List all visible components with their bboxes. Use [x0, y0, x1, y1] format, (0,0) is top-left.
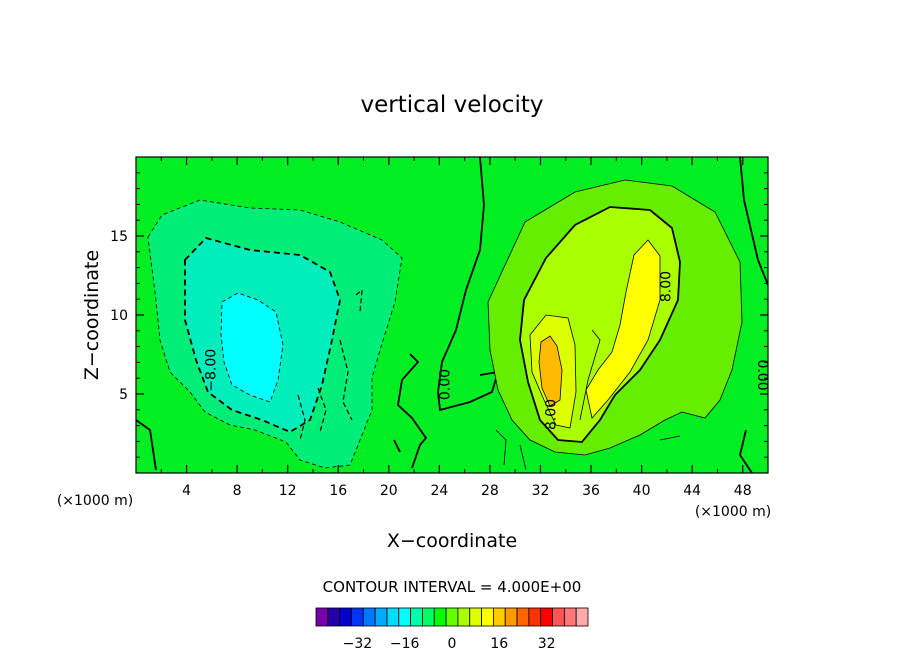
x-tick-label: 40 — [633, 483, 651, 499]
colorbar-swatch — [315, 607, 329, 627]
contour-label: 0.00 — [754, 359, 770, 390]
x-tick-label: 20 — [380, 483, 398, 499]
x-unit-left: (×1000 m) — [57, 493, 133, 509]
y-axis-label: Z−coordinate — [81, 250, 103, 380]
plot-area — [136, 157, 768, 473]
colorbar — [315, 607, 589, 627]
x-tick-label: 16 — [329, 483, 347, 499]
x-tick-label: 48 — [734, 483, 752, 499]
colorbar-swatch — [351, 607, 364, 627]
y-tick-label: 10 — [110, 308, 128, 324]
x-axis-label: X−coordinate — [387, 530, 517, 552]
x-tick-label: 36 — [582, 483, 600, 499]
colorbar-swatch — [552, 607, 565, 627]
x-unit-right: (×1000 m) — [695, 504, 771, 520]
colorbar-swatch — [422, 607, 435, 627]
colorbar-swatch — [504, 607, 518, 627]
x-tick-label: 4 — [182, 483, 191, 499]
x-tick-label: 12 — [279, 483, 297, 499]
updraft-peak-region — [538, 335, 563, 407]
colorbar-swatch — [563, 607, 577, 627]
colorbar-swatch — [540, 607, 553, 627]
contour-label: 8.00 — [544, 399, 560, 430]
x-tick-label: 24 — [430, 483, 448, 499]
x-tick-label: 44 — [683, 483, 701, 499]
x-tick-label: 8 — [233, 483, 242, 499]
colorbar-tick-label: −16 — [390, 636, 420, 652]
colorbar-swatch — [481, 607, 494, 627]
zero-contour — [136, 157, 768, 473]
contour-interval-label: CONTOUR INTERVAL = 4.000E+00 — [323, 578, 582, 596]
colorbar-swatch — [362, 607, 376, 627]
colorbar-swatch — [433, 607, 447, 627]
y-tick-label: 15 — [110, 229, 128, 245]
colorbar-swatch — [469, 607, 482, 627]
y-axis: 5 10 15 — [110, 172, 768, 458]
updraft-high-region — [585, 239, 661, 419]
updraft-streak — [495, 329, 681, 471]
downdraft-core-region — [220, 292, 284, 403]
colorbar-swatch — [516, 607, 530, 627]
colorbar-swatch — [528, 607, 542, 627]
colorbar-swatch — [575, 607, 589, 627]
y-tick-label: 5 — [119, 387, 128, 403]
colorbar-tick-label: −32 — [343, 636, 373, 652]
colorbar-swatch — [492, 607, 506, 627]
colorbar-swatch — [374, 607, 388, 627]
downdraft-streak — [297, 288, 363, 441]
colorbar-tick-label: 16 — [490, 636, 508, 652]
colorbar-tick-label: 32 — [538, 636, 556, 652]
contour-label: 0.00 — [437, 369, 453, 400]
contour-labels: −8.00 0.00 8.00 8.00 0.00 — [204, 271, 770, 430]
colorbar-swatch — [410, 607, 423, 627]
colorbar-swatch — [398, 607, 412, 627]
colorbar-swatch — [457, 607, 471, 627]
colorbar-ticks: −32 −16 0 16 32 — [343, 636, 556, 652]
colorbar-swatch — [445, 607, 459, 627]
contour-label: 8.00 — [659, 271, 675, 302]
colorbar-swatch — [339, 607, 352, 627]
chart-title: vertical velocity — [361, 92, 544, 118]
x-axis: 4 8 12 16 20 24 28 32 36 40 44 48 — [160, 157, 752, 499]
contour-label: −8.00 — [204, 349, 220, 392]
x-tick-label: 28 — [481, 483, 499, 499]
colorbar-swatch — [386, 607, 400, 627]
x-tick-label: 32 — [532, 483, 550, 499]
colorbar-tick-label: 0 — [448, 636, 457, 652]
colorbar-swatch — [327, 607, 341, 627]
